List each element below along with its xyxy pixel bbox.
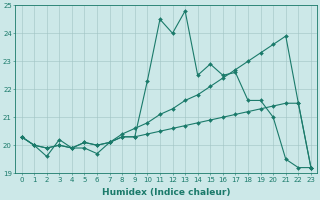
X-axis label: Humidex (Indice chaleur): Humidex (Indice chaleur)	[102, 188, 230, 197]
